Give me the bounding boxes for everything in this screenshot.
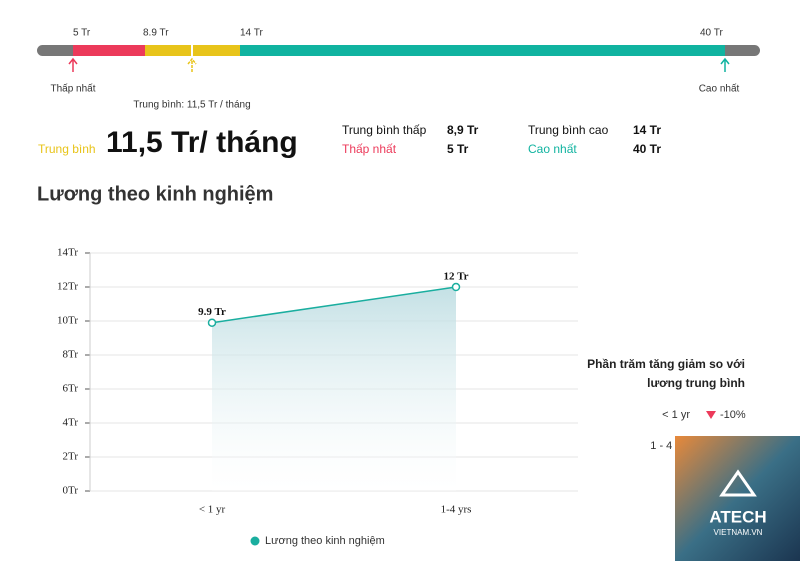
stat-label: Trung bình thấp <box>342 123 427 137</box>
bar-divider <box>191 45 193 56</box>
comparison-value: -10% <box>720 409 746 421</box>
chart: 0Tr 2Tr 4Tr 6Tr 8Tr 10Tr 12Tr 14Tr < 1 yr 1-4 yrs… <box>57 247 578 547</box>
point <box>207 318 217 327</box>
stat-value: 40 Tr <box>633 142 661 156</box>
comparison-title: Phần trăm tăng giảm so với <box>587 357 745 371</box>
data-label: 9.9 Tr <box>198 306 226 318</box>
line <box>211 286 457 324</box>
watermark: ATECH VIETNAM.VN <box>675 436 800 561</box>
x-tick-label: < 1 yr <box>199 504 226 516</box>
y-tick-label: 10Tr <box>57 315 78 327</box>
comparison-label: < 1 yr <box>662 409 690 421</box>
y-tick-label: 12Tr <box>57 281 78 293</box>
watermark-bg <box>675 436 800 561</box>
y-tick-label: 2Tr <box>63 451 79 463</box>
bar-tick: 14 Tr <box>240 28 263 39</box>
y-tick-label: 8Tr <box>63 349 79 361</box>
stat-label: Thấp nhất <box>342 142 397 156</box>
stat-value: 5 Tr <box>447 142 469 156</box>
pointer-arrow <box>187 57 197 72</box>
pointer-label: Trung bình: 11,5 Tr / tháng <box>133 100 250 111</box>
summary-value: 11,5 Tr/ tháng <box>106 126 298 159</box>
y-tick-label: 14Tr <box>57 247 78 259</box>
stat-label: Trung bình cao <box>528 123 609 137</box>
bar-tick: 40 Tr <box>700 28 723 39</box>
watermark-icon <box>719 469 757 497</box>
comparison-title: lương trung bình <box>647 376 745 390</box>
y-tick-label: 4Tr <box>63 417 79 429</box>
area <box>212 287 456 491</box>
data-label: 12 Tr <box>444 271 469 283</box>
range-bar: 5 Tr 8.9 Tr 14 Tr 40 Tr Thấp nhất Trung … <box>37 28 760 111</box>
stat-label: Cao nhất <box>528 142 577 156</box>
x-tick-label: 1-4 yrs <box>441 504 472 516</box>
section-title: Lương theo kinh nghiệm <box>37 183 273 205</box>
y-tick-label: 0Tr <box>63 485 79 497</box>
legend-swatch <box>250 536 260 546</box>
stat-value: 8,9 Tr <box>447 123 479 137</box>
bar-low <box>73 45 145 56</box>
pointer-label: Cao nhất <box>699 83 740 95</box>
pointer-arrow <box>68 57 78 72</box>
y-tick-label: 6Tr <box>63 383 79 395</box>
watermark-domain: VIETNAM.VN <box>714 528 763 537</box>
pointer-label: Thấp nhất <box>50 83 95 95</box>
bar-tick: 8.9 Tr <box>143 28 169 39</box>
legend-label: Lương theo kinh nghiệm <box>265 535 385 547</box>
pointer-arrow <box>720 57 730 72</box>
stat-value: 14 Tr <box>633 123 661 137</box>
trend-icon <box>706 411 716 419</box>
point <box>451 282 461 292</box>
watermark-brand: ATECH <box>709 507 766 526</box>
bar-tick: 5 Tr <box>73 28 91 39</box>
bar-high <box>240 45 725 56</box>
summary-label: Trung bình <box>38 142 96 156</box>
